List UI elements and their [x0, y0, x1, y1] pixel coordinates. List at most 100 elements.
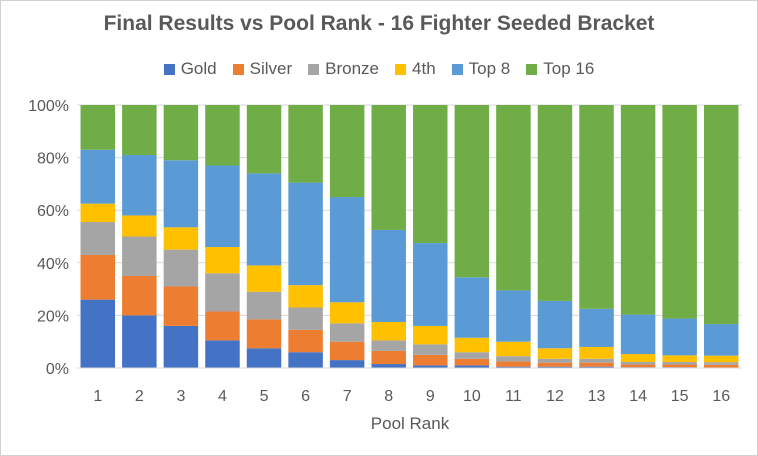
- bar-segment-gold: [122, 315, 157, 368]
- bar-segment-top-8: [454, 277, 490, 338]
- bar-segment-bronze: [496, 356, 531, 362]
- bar-segment-silver: [288, 329, 323, 353]
- bar-segment-gold: [454, 365, 490, 368]
- bar-segment-top-8: [537, 300, 573, 349]
- bar-segment-top-16: [579, 105, 614, 309]
- x-tick-label: 6: [301, 388, 310, 405]
- bar-segment-gold: [80, 299, 116, 368]
- bar-segment-gold: [288, 352, 323, 368]
- bar-segment-silver: [205, 311, 240, 341]
- legend-label: 4th: [412, 59, 436, 78]
- bar-segment-silver: [537, 362, 573, 367]
- bar-segment-4th: [329, 302, 365, 324]
- bar-segment-bronze: [537, 358, 573, 363]
- legend-item-gold: Gold: [163, 59, 217, 79]
- bar-segment-top-16: [371, 105, 406, 230]
- bar-segment-bronze: [579, 358, 614, 363]
- legend-swatch: [451, 63, 463, 75]
- bar-segment-4th: [288, 285, 323, 308]
- bar-segment-top-8: [246, 173, 282, 266]
- bar-segment-gold: [413, 365, 448, 368]
- bar-segment-top-8: [329, 197, 365, 303]
- bar-segment-top-8: [205, 165, 240, 248]
- bar-segment-4th: [413, 325, 448, 345]
- bar-segment-top-16: [620, 105, 656, 315]
- bar-segment-silver: [413, 354, 448, 366]
- bar-segment-silver: [454, 358, 490, 366]
- bar-segment-silver: [80, 254, 116, 300]
- x-tick-label: 2: [135, 388, 144, 405]
- legend-label: Gold: [180, 59, 217, 78]
- legend-swatch: [395, 63, 407, 75]
- bar-segment-top-16: [80, 105, 116, 150]
- bar-segment-gold: [371, 364, 406, 368]
- bar-segment-top-8: [80, 149, 116, 204]
- y-tick-label: 60%: [37, 203, 69, 220]
- bar-segment-silver: [371, 350, 406, 365]
- bar-segment-top-16: [205, 105, 240, 166]
- bar-segment-top-16: [662, 105, 697, 319]
- x-tick-label: 9: [426, 388, 435, 405]
- bar-segment-top-16: [329, 105, 365, 198]
- y-tick-label: 100%: [28, 98, 69, 115]
- bar-segment-bronze: [80, 222, 116, 255]
- bar-segment-bronze: [703, 362, 739, 365]
- bar-segment-top-16: [163, 105, 199, 161]
- bar-segment-4th: [537, 348, 573, 359]
- x-tick-label: 3: [176, 388, 185, 405]
- bar-segment-silver: [703, 364, 739, 368]
- legend-item-silver: Silver: [232, 59, 293, 79]
- bar-segment-top-8: [163, 160, 199, 228]
- bar-segment-4th: [122, 215, 157, 237]
- bar-segment-top-16: [122, 105, 157, 155]
- bar-segment-bronze: [413, 344, 448, 355]
- x-tick-label: 4: [218, 388, 227, 405]
- bar-segment-silver: [662, 364, 697, 368]
- bar-segment-gold: [329, 360, 365, 368]
- x-tick-label: 10: [463, 388, 481, 405]
- bar-segment-4th: [703, 355, 739, 363]
- x-tick-label: 12: [546, 388, 564, 405]
- legend-swatch: [232, 63, 244, 75]
- legend-label: Bronze: [325, 59, 380, 78]
- legend-label: Top 8: [468, 59, 511, 78]
- bar-segment-gold: [537, 366, 573, 368]
- bar-segment-4th: [205, 247, 240, 274]
- legend: Gold Silver Bronze 4th Top 8 Top 16: [0, 58, 758, 80]
- x-tick-label: 8: [384, 388, 393, 405]
- bar-segment-4th: [371, 321, 406, 341]
- x-tick-label: 14: [629, 388, 647, 405]
- x-tick-label: 16: [712, 388, 730, 405]
- legend-swatch: [526, 63, 538, 75]
- bar-segment-gold: [579, 366, 614, 368]
- legend-label: Top 16: [543, 59, 595, 78]
- bar-segment-4th: [246, 265, 282, 292]
- bar-segment-top-16: [288, 105, 323, 183]
- x-tick-label: 15: [671, 388, 689, 405]
- bar-segment-silver: [579, 362, 614, 367]
- bar-segment-bronze: [662, 361, 697, 365]
- legend-label: Silver: [249, 59, 293, 78]
- x-axis-title: Pool Rank: [370, 414, 450, 433]
- legend-item-top-8: Top 8: [451, 59, 511, 79]
- bar-segment-top-16: [413, 105, 448, 244]
- bar-segment-4th: [163, 227, 199, 250]
- chart-title: Final Results vs Pool Rank - 16 Fighter …: [103, 12, 655, 35]
- bar-segment-silver: [163, 286, 199, 326]
- bar-segment-gold: [205, 340, 240, 368]
- bar-segment-top-8: [288, 182, 323, 286]
- bar-segment-bronze: [122, 236, 157, 276]
- bar-segment-top-16: [537, 105, 573, 301]
- bar-segment-gold: [246, 348, 282, 368]
- x-tick-label: 13: [588, 388, 606, 405]
- x-tick-label: 7: [343, 388, 352, 405]
- bar-segment-bronze: [454, 352, 490, 359]
- y-tick-label: 40%: [37, 256, 69, 273]
- bar-segment-bronze: [620, 361, 656, 365]
- legend-swatch: [308, 63, 320, 75]
- bar-segment-top-16: [454, 105, 490, 278]
- bar-segment-top-8: [122, 154, 157, 216]
- bar-segment-4th: [80, 203, 116, 223]
- x-tick-label: 5: [260, 388, 269, 405]
